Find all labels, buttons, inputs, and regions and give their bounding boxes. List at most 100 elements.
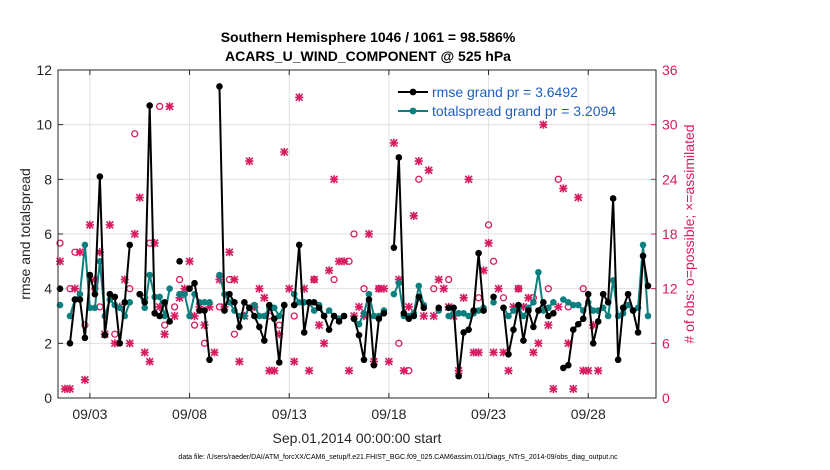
obs-assimilated-marker <box>60 384 70 393</box>
rmse-point <box>390 244 398 251</box>
obs-assimilated-marker <box>414 157 423 166</box>
obs-assimilated-marker <box>130 229 139 239</box>
obs-assimilated-marker <box>150 239 159 248</box>
obs-assimilated-point <box>55 257 65 266</box>
rmse-point <box>340 312 348 320</box>
obs-assimilated-marker <box>524 293 533 302</box>
obs-assimilated-marker <box>499 348 508 357</box>
spread-point <box>604 312 612 320</box>
obs-assimilated-marker <box>175 293 184 302</box>
rmse-point <box>191 279 198 287</box>
rmse-point <box>320 312 328 320</box>
obs-assimilated-point <box>579 366 588 375</box>
obs-assimilated-point <box>295 93 304 102</box>
obs-assimilated-point <box>434 275 443 284</box>
spread-point <box>116 304 124 312</box>
y-right-tick-label: 6 <box>662 335 670 351</box>
y-axis-right-label: # of obs: o=possible; ×=assimilated <box>681 124 697 343</box>
obs-assimilated-marker <box>185 257 194 266</box>
obs-assimilated-point <box>394 275 403 284</box>
spread-point <box>166 285 173 292</box>
rmse-point <box>305 299 313 306</box>
spread-point <box>176 290 183 298</box>
y-left-tick-label: 2 <box>44 335 52 351</box>
obs-assimilated-marker <box>474 348 483 357</box>
obs-assimilated-point <box>175 293 184 302</box>
obs-assimilated-point <box>589 321 598 330</box>
obs-assimilated-point <box>225 248 234 257</box>
obs-assimilated-marker <box>155 302 164 311</box>
obs-assimilated-marker <box>354 302 364 311</box>
obs-assimilated-marker <box>285 284 294 293</box>
rmse-point <box>241 299 248 306</box>
series-layer <box>55 83 652 393</box>
spread-point <box>76 290 84 298</box>
spread-point <box>589 307 597 314</box>
obs-assimilated-point <box>339 257 349 266</box>
rmse-point <box>116 340 124 347</box>
rmse-point <box>584 290 592 298</box>
obs-assimilated-point <box>260 293 269 302</box>
y-right-tick-label: 12 <box>662 281 678 297</box>
spread-point <box>295 299 303 306</box>
obs-assimilated-marker <box>479 266 488 275</box>
obs-assimilated-marker <box>85 220 94 229</box>
obs-assimilated-point <box>70 284 80 293</box>
rmse-point <box>146 102 153 109</box>
obs-possible-point <box>170 303 179 311</box>
obs-assimilated-point <box>524 293 533 302</box>
obs-assimilated-point <box>145 357 154 366</box>
obs-assimilated-marker <box>295 93 304 102</box>
obs-assimilated-marker <box>225 248 234 257</box>
rmse-point <box>201 307 208 314</box>
obs-assimilated-point <box>504 366 513 375</box>
rmse-point <box>360 356 368 364</box>
legend-spread-label: totalspread grand pr = 3.2094 <box>432 103 616 119</box>
rmse-point <box>475 249 482 257</box>
y-left-tick-label: 0 <box>44 390 52 406</box>
rmse-point <box>161 299 168 306</box>
rmse-point <box>216 83 223 90</box>
rmse-point <box>445 304 452 312</box>
obs-assimilated-point <box>230 275 239 284</box>
obs-possible-point <box>290 312 298 320</box>
spread-point <box>455 309 462 317</box>
obs-assimilated-marker <box>320 339 329 348</box>
obs-assimilated-marker <box>344 366 354 375</box>
obs-possible-point <box>554 175 562 183</box>
obs-possible-point <box>111 330 119 338</box>
obs-assimilated-point <box>285 284 294 293</box>
spread-point <box>270 304 278 312</box>
obs-assimilated-point <box>569 384 578 393</box>
obs-assimilated-point <box>170 311 179 321</box>
spread-point <box>81 241 89 249</box>
obs-assimilated-marker <box>384 357 393 366</box>
obs-assimilated-marker <box>469 348 478 357</box>
spread-point <box>355 320 363 328</box>
obs-possible-point <box>131 130 139 138</box>
spread-point <box>445 312 452 320</box>
rmse-point <box>525 307 532 314</box>
obs-assimilated-marker <box>160 330 169 339</box>
rmse-point <box>101 331 109 339</box>
obs-assimilated-marker <box>534 339 543 348</box>
spread-point <box>569 301 577 309</box>
obs-possible-point <box>350 230 358 238</box>
obs-assimilated-marker <box>95 248 104 257</box>
rmse-point <box>644 282 652 290</box>
spread-point <box>181 290 188 298</box>
obs-possible-point <box>395 339 403 347</box>
obs-possible-point <box>579 285 587 293</box>
spread-point <box>560 296 567 303</box>
obs-assimilated-marker <box>364 229 374 239</box>
obs-assimilated-marker <box>409 211 418 220</box>
obs-assimilated-point <box>165 102 174 111</box>
obs-assimilated-marker <box>245 157 254 166</box>
rmse-point <box>325 326 333 333</box>
rmse-point <box>589 340 597 347</box>
obs-assimilated-point <box>200 321 209 330</box>
obs-assimilated-point <box>374 284 384 293</box>
obs-possible-point <box>445 275 453 284</box>
obs-assimilated-point <box>419 311 428 321</box>
obs-assimilated-point <box>210 348 219 357</box>
